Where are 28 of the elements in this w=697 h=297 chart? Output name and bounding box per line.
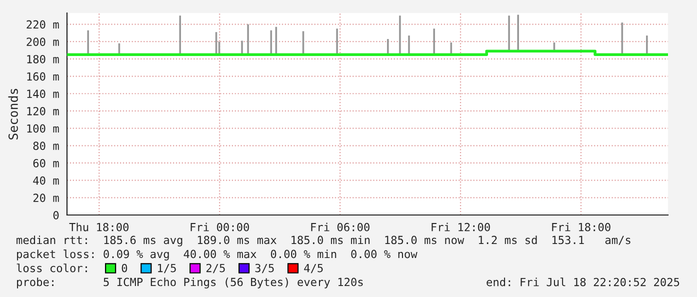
y-tick-label: 140 m	[27, 90, 59, 98]
y-tick-label: 60 m	[33, 158, 59, 168]
y-tick-label: 180 m	[27, 54, 59, 64]
text: median rtt: 185.6 ms avg 189.0 ms max 185.0 ms min 185.0 ms now 1.2 ms sd 153.1 am/s	[16, 236, 630, 246]
x-tick-label: Fri 00:00	[190, 222, 249, 232]
y-tick-label: 220 m	[26, 20, 59, 29]
y-tick-label: 20 m	[33, 194, 59, 202]
y-axis-title: Seconds	[8, 88, 18, 140]
text: probe: 5 ICMP Echo Pings (56 Bytes) every 120s	[17, 278, 363, 288]
text: packet loss: 0.09 % avg 40.00 % max 0.00 % min 0.00 % now	[17, 250, 418, 260]
y-tick-label: 200 m	[26, 38, 59, 46]
legend-label: 0	[122, 264, 128, 272]
legend-label: 1/5	[158, 264, 176, 274]
x-tick-label: Fri 06:00	[311, 222, 370, 232]
x-tick-label: Fri 12:00	[432, 222, 490, 232]
y-tick-label: 80 m	[33, 142, 59, 150]
y-tick-label: 120 m	[27, 106, 59, 116]
y-tick-label: 160 m	[27, 72, 59, 81]
y-tick-label: 40 m	[33, 176, 59, 185]
legend-label: 2/5	[206, 264, 225, 274]
legend-label: 3/5	[255, 264, 274, 274]
legend-label: 4/5	[304, 264, 323, 274]
legend-title: loss color:	[16, 264, 87, 272]
x-tick-label: Thu 18:00	[69, 222, 129, 232]
y-tick-label: 0	[53, 211, 59, 220]
text: end: Fri Jul 18 22:20:52 2025	[486, 278, 680, 286]
y-tick-label: 100 m	[27, 124, 59, 133]
x-tick-label: Fri 18:00	[552, 222, 610, 232]
